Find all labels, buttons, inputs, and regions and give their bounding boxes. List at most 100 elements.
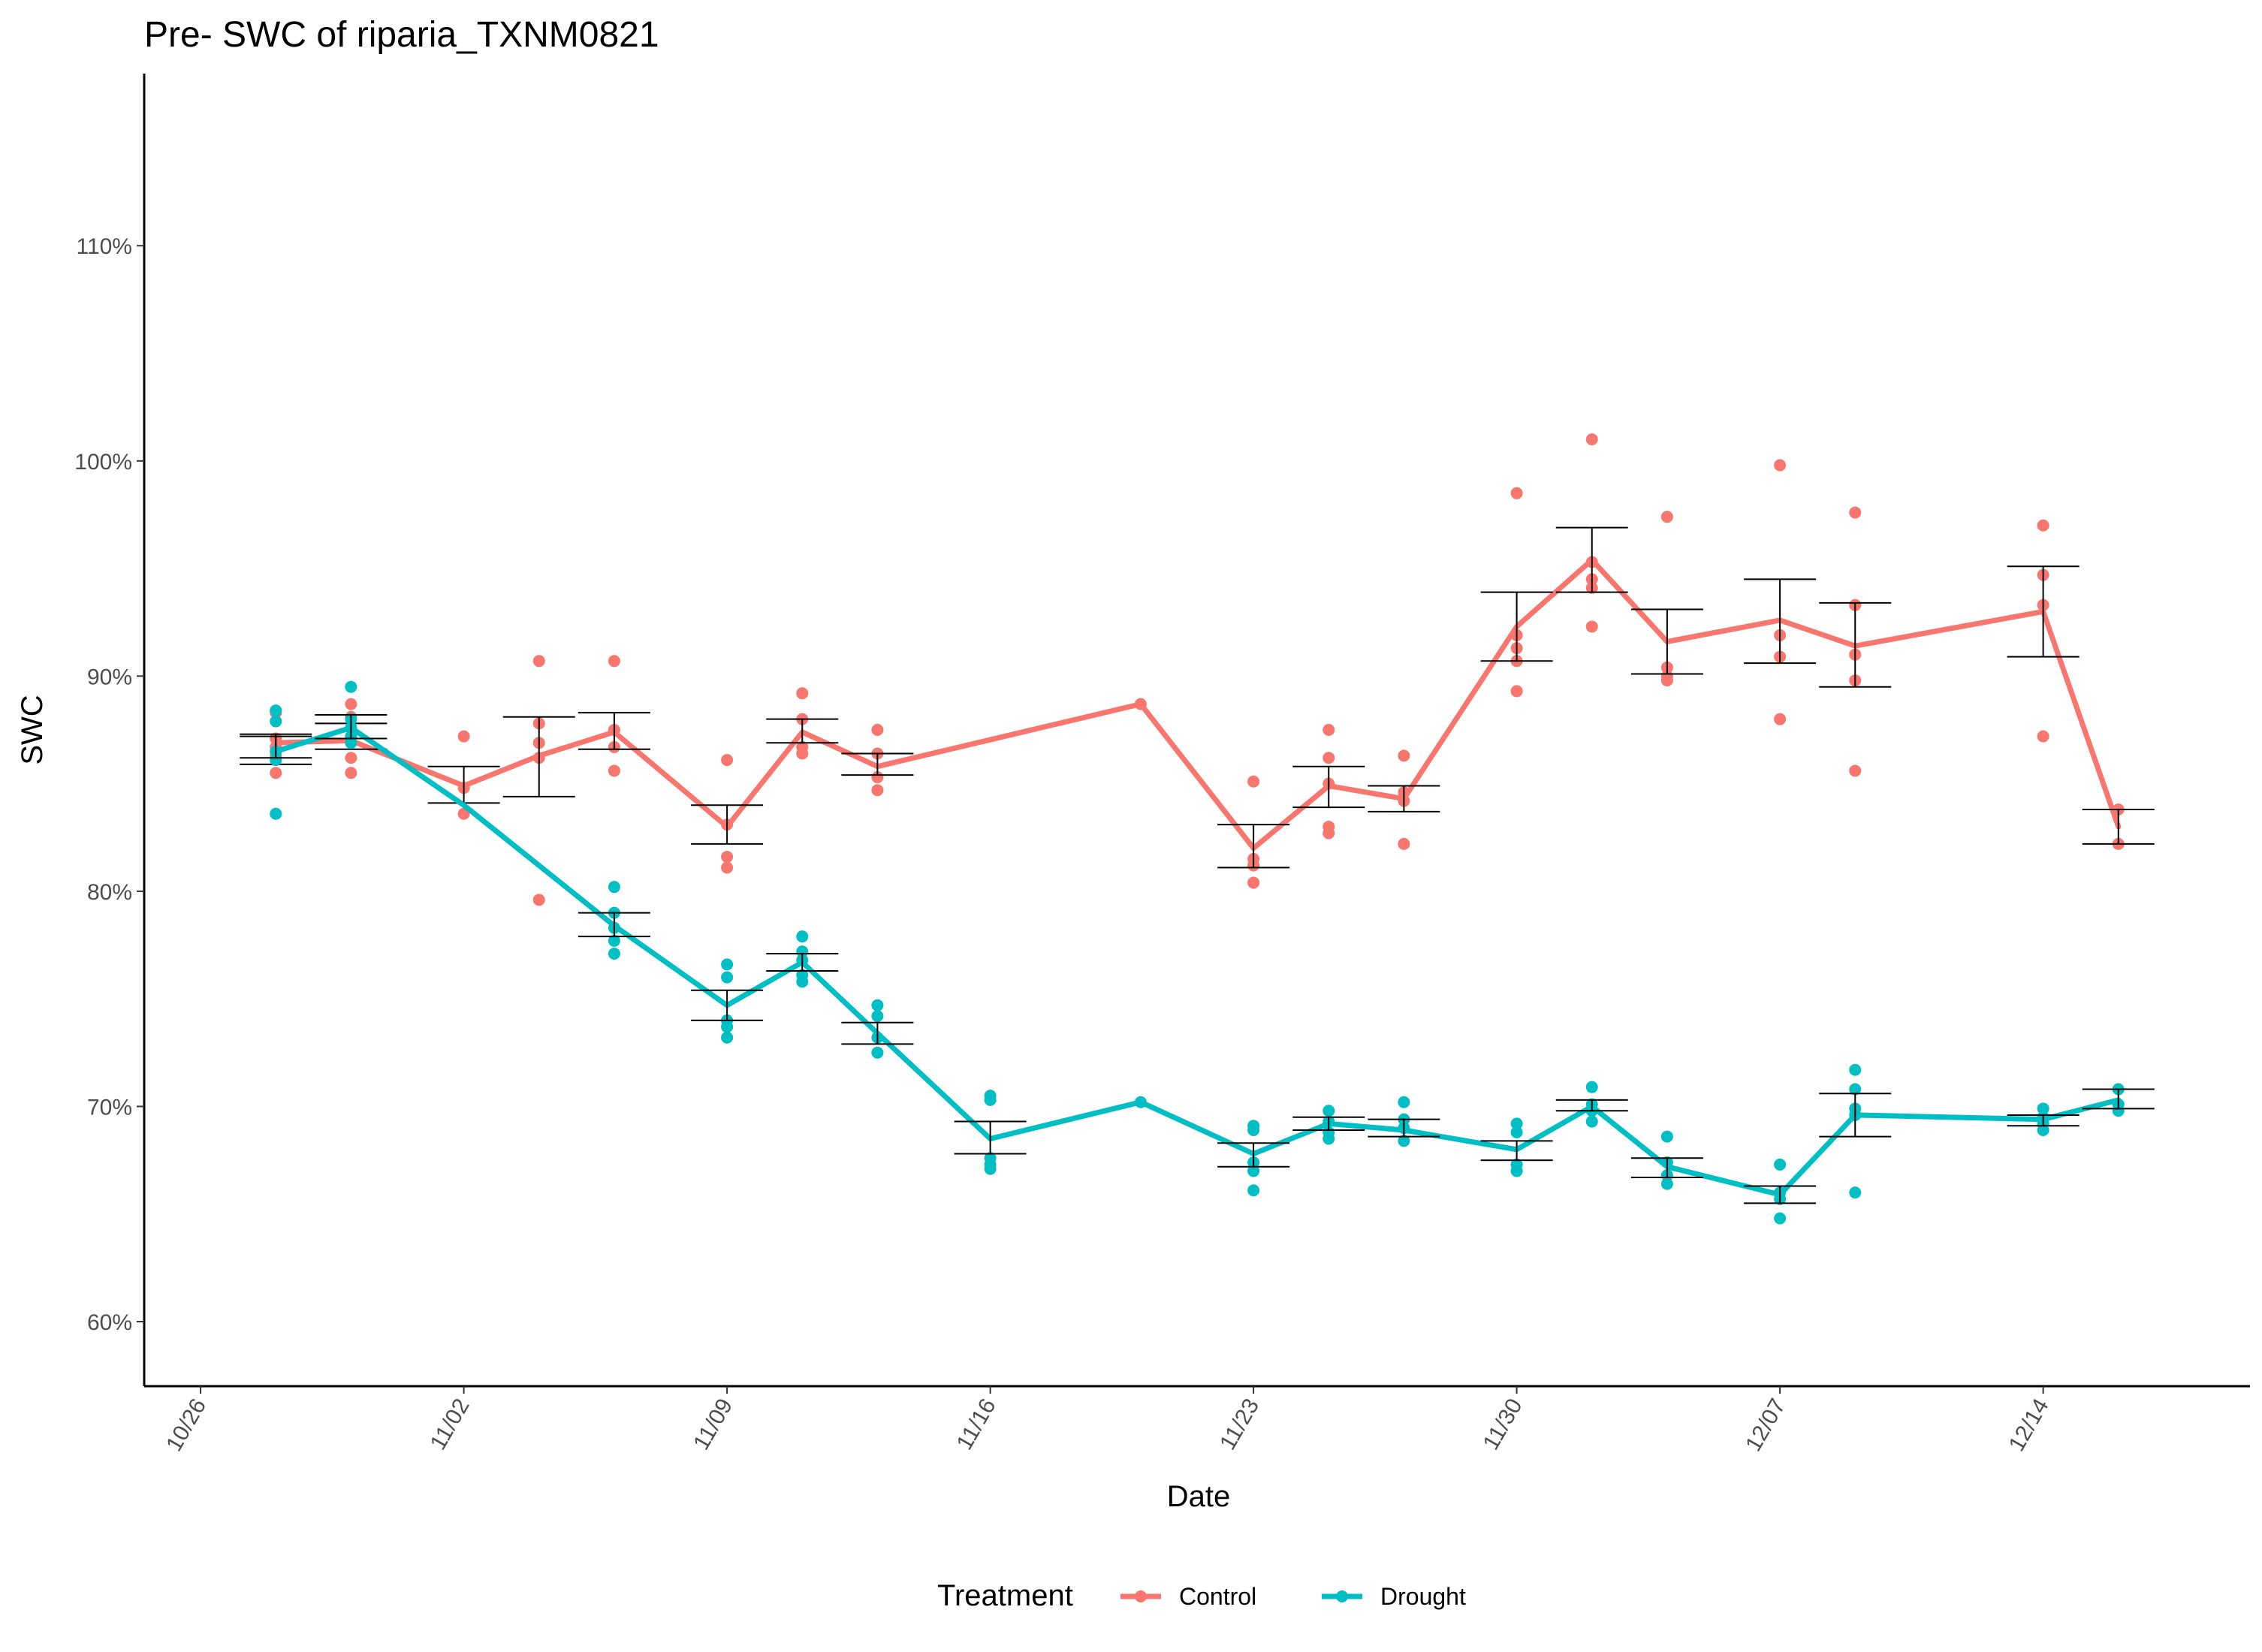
y-tick-label: 80%: [87, 880, 132, 905]
observation-point: [721, 1031, 734, 1044]
observation-point: [1398, 837, 1410, 850]
observation-point: [1247, 1123, 1260, 1136]
observation-point: [796, 747, 809, 760]
observation-point: [2037, 1123, 2049, 1136]
observation-point: [270, 767, 282, 779]
legend-label: Drought: [1380, 1583, 1466, 1610]
observation-point: [270, 754, 282, 767]
observation-point: [270, 715, 282, 728]
observation-point: [1510, 487, 1523, 499]
observation-point: [1247, 876, 1260, 889]
error-bar: [1217, 824, 1290, 869]
series-drought: [240, 680, 2155, 1225]
y-tick-label: 70%: [87, 1095, 132, 1120]
observation-point: [871, 724, 884, 736]
observation-point: [1323, 1105, 1335, 1117]
error-bar: [1292, 765, 1365, 809]
plot-area: [240, 433, 2155, 1225]
observation-point: [984, 1093, 997, 1106]
observation-point: [721, 754, 734, 767]
observation-point: [608, 881, 620, 894]
observation-point: [270, 807, 282, 820]
observation-point: [796, 930, 809, 943]
legend-items: Control Drought: [1120, 1583, 1466, 1610]
observation-point: [1398, 749, 1410, 762]
observation-point: [345, 680, 357, 693]
observation-point: [345, 752, 357, 764]
legend-label: Control: [1179, 1583, 1256, 1610]
observation-point: [871, 771, 884, 784]
error-bar: [1480, 591, 1553, 662]
error-bar: [1744, 578, 1817, 665]
observation-point: [1660, 1130, 1673, 1143]
observation-point: [1510, 1165, 1523, 1177]
observation-point: [1585, 1115, 1598, 1128]
y-tick-label: 110%: [76, 234, 132, 259]
observation-point: [345, 698, 357, 710]
observation-point: [1849, 506, 1862, 519]
observation-point: [1585, 433, 1598, 446]
error-bar: [1744, 1185, 1817, 1204]
observation-point: [1774, 713, 1787, 725]
y-axis: 60% 70% 80% 90% 100% 110%: [74, 234, 144, 1335]
error-bar: [841, 752, 914, 776]
observation-point: [1247, 775, 1260, 788]
legend-item-control: Control: [1120, 1583, 1256, 1610]
observation-point: [1849, 1186, 1862, 1199]
error-bar: [766, 953, 839, 972]
observation-point: [721, 971, 734, 984]
observation-point: [345, 767, 357, 779]
legend-key-point: [1336, 1590, 1348, 1602]
y-tick-label: 90%: [87, 665, 132, 689]
observation-point: [270, 704, 282, 717]
observation-point: [1323, 827, 1335, 840]
observation-point: [608, 764, 620, 777]
observation-point: [1247, 1184, 1260, 1197]
legend-title: Treatment: [937, 1579, 1073, 1612]
observation-point: [871, 1046, 884, 1059]
observation-point: [1323, 1132, 1335, 1145]
error-bar: [1630, 1157, 1703, 1179]
error-bar: [1368, 1118, 1440, 1138]
y-tick-label: 60%: [87, 1310, 132, 1335]
observation-point: [721, 861, 734, 874]
observation-point: [871, 1010, 884, 1023]
observation-point: [1510, 1126, 1523, 1138]
observation-point: [721, 1020, 734, 1033]
error-bar: [240, 733, 312, 759]
observation-point: [871, 784, 884, 797]
observation-point: [2037, 519, 2049, 532]
legend: Treatment Control Drought: [937, 1579, 1466, 1612]
error-bar: [2082, 1088, 2155, 1110]
x-axis-title: Date: [1167, 1480, 1231, 1513]
error-bar: [766, 718, 839, 744]
observation-point: [1247, 1165, 1260, 1177]
error-bar: [1819, 601, 1892, 688]
observation-point: [984, 1162, 997, 1175]
error-bar: [578, 712, 650, 750]
observation-point: [796, 975, 809, 988]
observation-point: [608, 948, 620, 960]
observation-point: [796, 945, 809, 958]
observation-point: [532, 655, 545, 668]
error-bar: [691, 804, 764, 845]
error-bar: [315, 713, 388, 740]
observation-point: [1660, 674, 1673, 687]
observation-point: [345, 737, 357, 749]
legend-item-drought: Drought: [1322, 1583, 1466, 1610]
observation-point: [2037, 730, 2049, 743]
error-bar: [2082, 809, 2155, 845]
error-bar: [1555, 1099, 1628, 1112]
observation-point: [721, 851, 734, 864]
observation-point: [1510, 1117, 1523, 1130]
y-tick-label: 100%: [74, 450, 132, 475]
observation-point: [1323, 724, 1335, 736]
error-bar: [1480, 1140, 1553, 1162]
error-bar: [2007, 565, 2080, 658]
error-bar: [2007, 1114, 2080, 1127]
observation-point: [1774, 459, 1787, 472]
observation-point: [2112, 1105, 2125, 1117]
error-bar: [1630, 608, 1703, 675]
